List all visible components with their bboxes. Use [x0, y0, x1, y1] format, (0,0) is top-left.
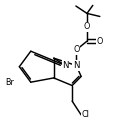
Text: O: O: [73, 45, 79, 54]
Text: N: N: [62, 61, 69, 70]
Text: Br: Br: [6, 78, 14, 87]
Text: Cl: Cl: [81, 110, 89, 119]
Text: O: O: [96, 37, 102, 46]
Text: O: O: [84, 22, 90, 31]
Text: N: N: [73, 61, 80, 70]
